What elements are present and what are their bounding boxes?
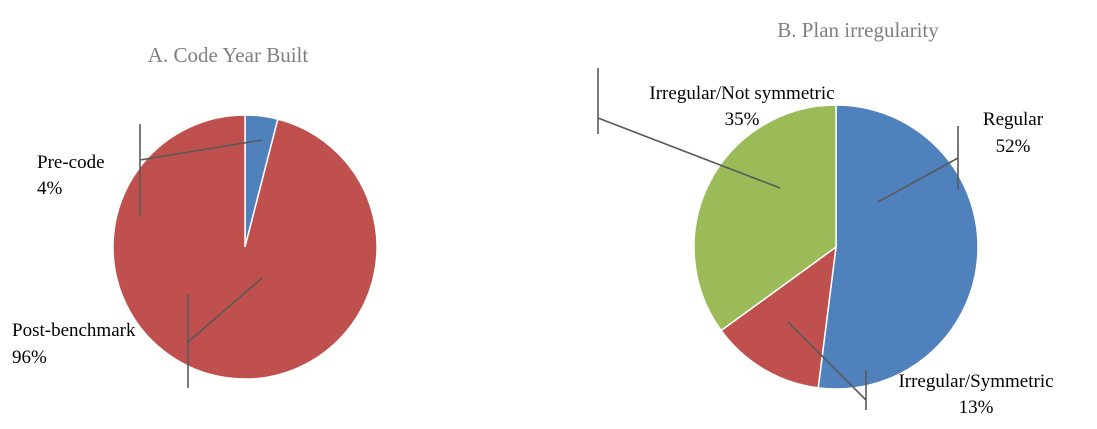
- data-labels: Pre-code 4% Post-benchmark 96% Irregular…: [12, 83, 1054, 418]
- leader-irregular-symmetric: [787, 321, 867, 401]
- chart-a-title: A. Code Year Built: [148, 43, 309, 67]
- leader-post-benchmark: [187, 277, 263, 343]
- pie-slice-irregular-not-symmetric: [693, 104, 837, 332]
- pie-slice-irregular-symmetric: [720, 245, 837, 389]
- pie-b: [693, 104, 979, 390]
- value-irregular-not-symmetric: 35%: [725, 109, 760, 130]
- pie-slice-post-benchmark: [112, 114, 378, 380]
- label-irregular-not-symmetric: Irregular/Not symmetric: [649, 83, 834, 104]
- label-regular: Regular: [983, 109, 1044, 130]
- pie-a: [112, 114, 378, 380]
- label-pre-code: Pre-code: [37, 152, 105, 173]
- leader-regular: [877, 157, 959, 203]
- chart-b-title: B. Plan irregularity: [777, 18, 939, 42]
- value-regular: 52%: [996, 136, 1031, 157]
- leader-irregular-not-symmetric: [597, 117, 781, 189]
- value-pre-code: 4%: [37, 178, 63, 199]
- label-irregular-symmetric: Irregular/Symmetric: [898, 371, 1053, 392]
- leader-lines: [139, 68, 959, 410]
- label-post-benchmark: Post-benchmark: [12, 320, 136, 341]
- value-post-benchmark: 96%: [12, 347, 47, 368]
- pie-slice-regular: [817, 104, 979, 390]
- value-irregular-symmetric: 13%: [959, 397, 994, 418]
- leader-pre-code: [139, 139, 263, 161]
